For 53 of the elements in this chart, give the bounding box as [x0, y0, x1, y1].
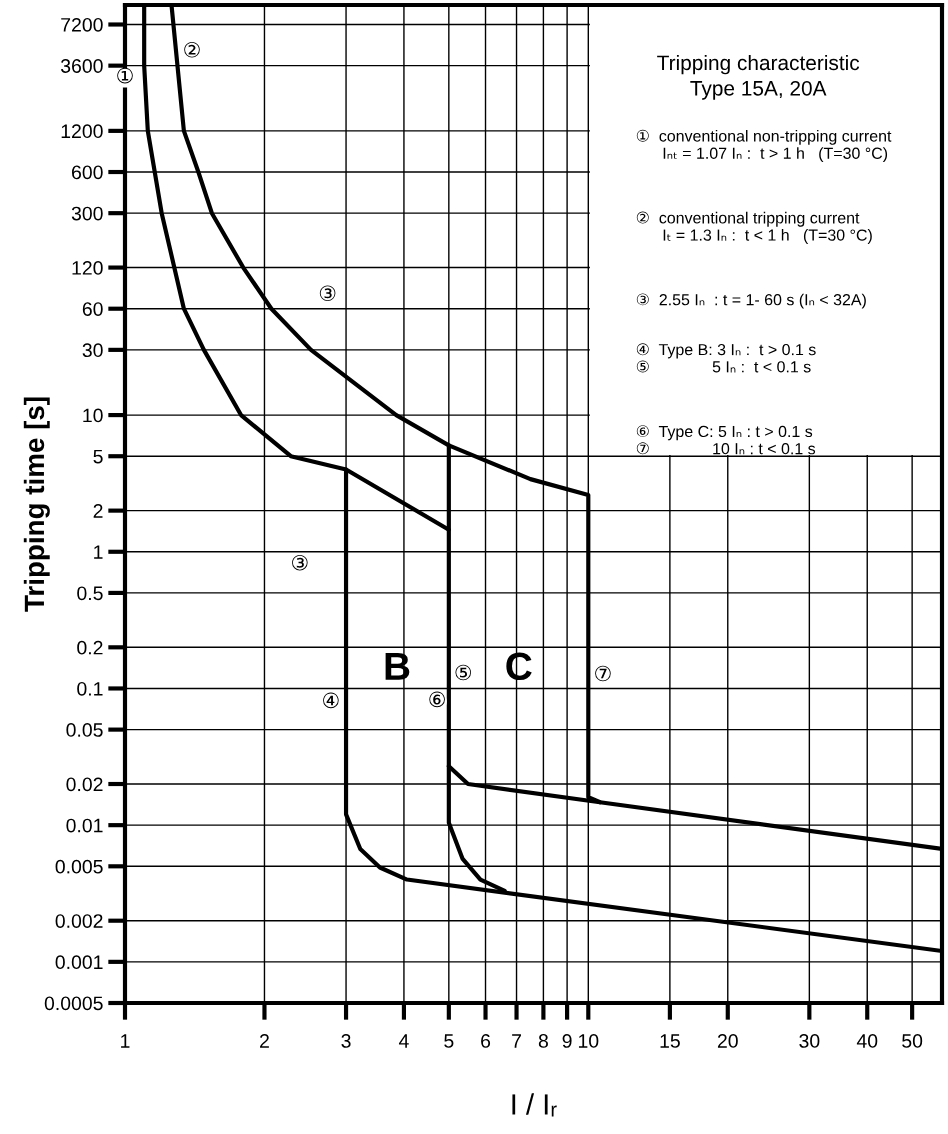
x-tick-label: 10	[578, 1034, 599, 1048]
x-tick-label: 8	[538, 1034, 548, 1048]
y-tick-label: 0.002	[55, 914, 103, 928]
x-tick-label: 30	[799, 1034, 820, 1048]
y-tick-label: 1200	[61, 124, 103, 139]
y-tick-label: 0.2	[77, 640, 103, 655]
annotation: ①	[117, 67, 133, 84]
y-tick-label: 300	[71, 206, 103, 221]
y-tick-label: 0.5	[77, 586, 103, 601]
y-tick-label: 2	[93, 504, 103, 518]
annotation: ⑦	[595, 665, 611, 682]
y-tick-label: 0.1	[77, 681, 103, 696]
annotation: ③	[319, 285, 336, 302]
x-tick-label: 15	[660, 1034, 680, 1048]
annotation: ⑥ Type C: 5 Iₙ : t > 0.1 s ⑦ 10 Iₙ : t < 0.1 s	[636, 425, 816, 455]
x-tick-label: 1	[121, 1034, 130, 1048]
y-tick-label: 600	[72, 165, 103, 180]
y-tick-label: 10	[83, 408, 103, 423]
annotation: ④ Type B: 3 Iₙ : t > 0.1 s ⑤ 5 Iₙ : t < 0.1 s	[636, 343, 816, 373]
x-tick-label: 5	[444, 1034, 454, 1048]
y-tick-label: 0.005	[55, 859, 103, 874]
y-tick-label: 1	[94, 545, 103, 559]
y-tick-label: 0.001	[55, 955, 103, 970]
x-tick-label: 9	[562, 1034, 572, 1048]
annotation: ③ 2.55 Iₙ : t = 1- 60 s (Iₙ < 32A)	[636, 293, 866, 309]
annotation: ②	[184, 41, 200, 58]
text: Tripping characteristic Type 15A, 20A	[657, 54, 860, 100]
annotation: ⑤	[455, 664, 472, 681]
x-tick-label: 20	[717, 1034, 738, 1048]
x-tick-label: 2	[260, 1034, 269, 1048]
annotation: ④	[323, 692, 339, 709]
x-axis-title: I / Iᵣ	[512, 1093, 557, 1117]
x-tick-label: 6	[481, 1034, 491, 1048]
annotation: ③	[292, 554, 308, 571]
y-tick-label: 5	[93, 449, 103, 464]
y-tick-label: 0.0005	[44, 996, 103, 1011]
y-tick-label: 3600	[60, 59, 103, 73]
y-tick-label: 0.02	[66, 777, 103, 792]
y-axis-title: Tripping time [s]	[23, 397, 50, 612]
annotation: ① conventional non-tripping current Iₙₜ = 1.07 Iₙ : t > 1 h (T=30 °C)	[636, 129, 892, 163]
x-tick-label: 4	[398, 1034, 409, 1048]
x-tick-label: 7	[512, 1034, 521, 1048]
x-tick-label: 50	[902, 1034, 923, 1048]
annotation: ② conventional tripping current Iₜ = 1.3 Iₙ : t < 1 h (T=30 °C)	[636, 211, 872, 244]
y-tick-label: 0.01	[66, 818, 103, 833]
annotation: ⑥	[429, 691, 445, 708]
y-tick-label: 7200	[61, 17, 103, 32]
y-tick-label: 120	[72, 261, 103, 275]
x-tick-label: 40	[856, 1034, 878, 1048]
y-tick-label: 60	[82, 302, 103, 316]
y-tick-label: 30	[82, 343, 103, 358]
y-tick-label: 0.05	[66, 723, 103, 737]
x-tick-label: 3	[341, 1034, 351, 1048]
